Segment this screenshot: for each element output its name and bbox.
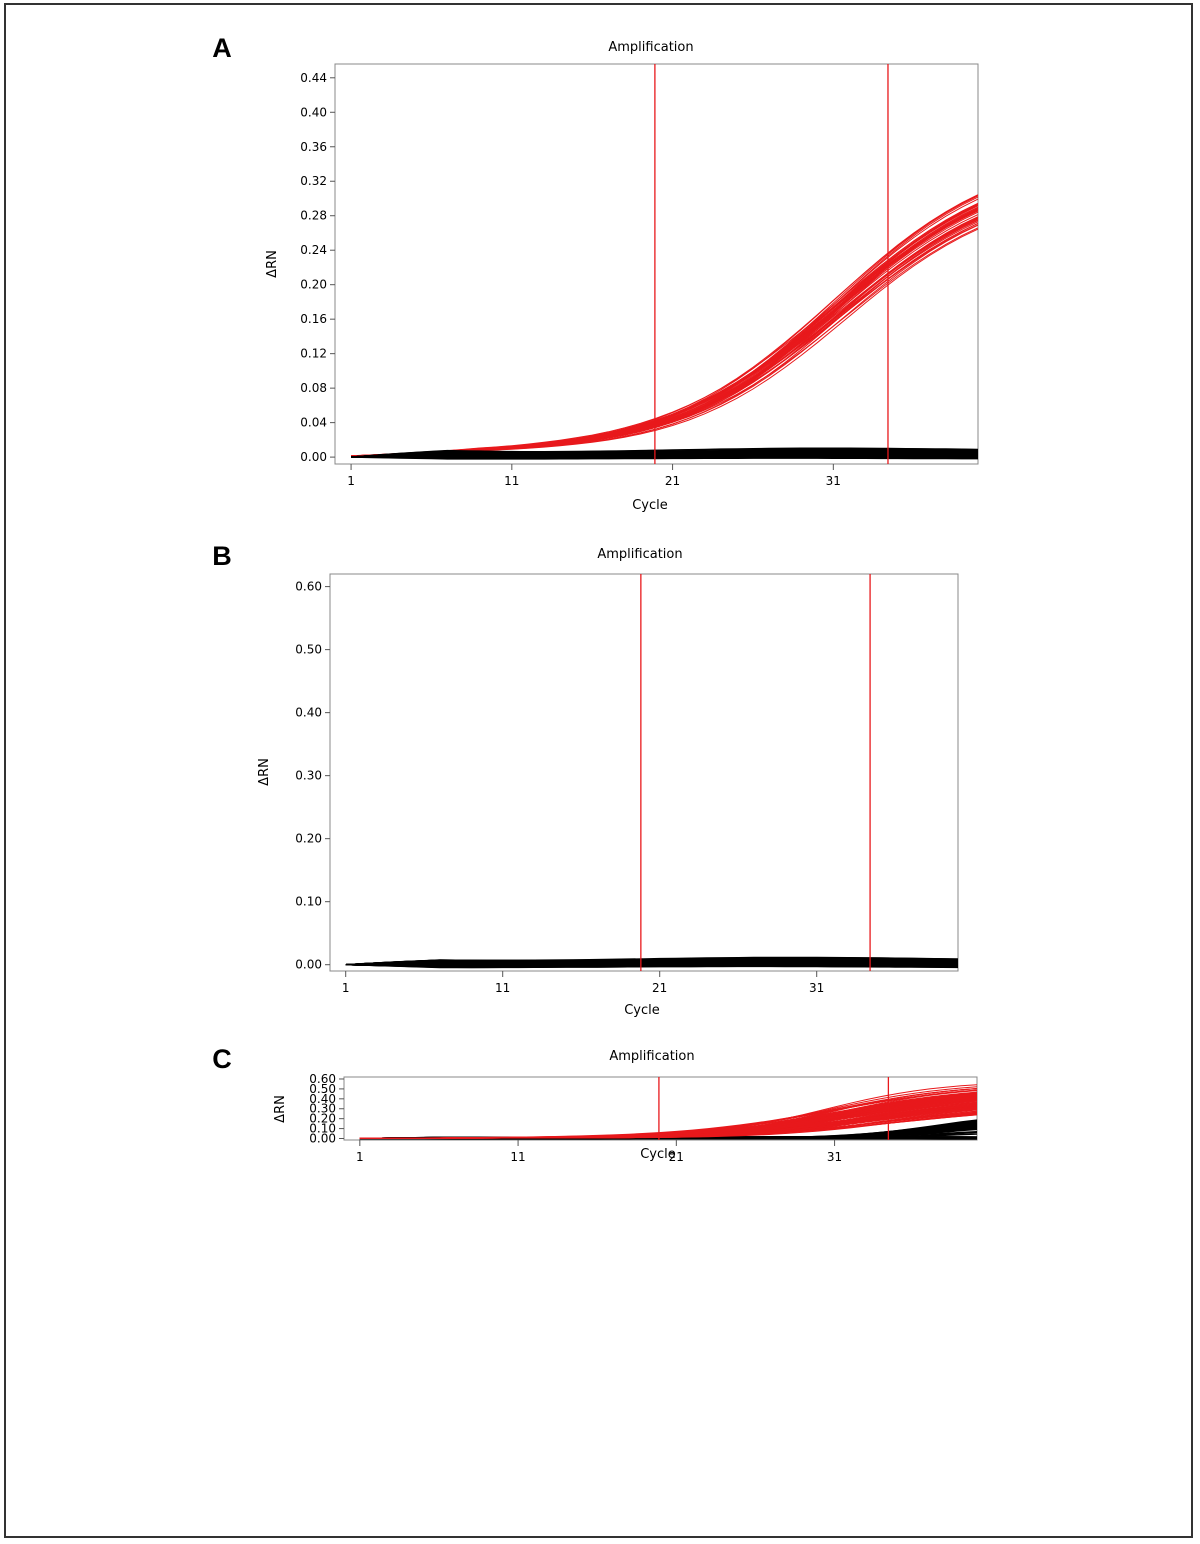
y-tick-label: 0.60 xyxy=(309,1072,336,1086)
y-tick-label: 0.10 xyxy=(309,1122,336,1136)
plot-area xyxy=(329,573,959,972)
x-axis-label: Cycle xyxy=(632,498,668,513)
y-tick-label: 0.30 xyxy=(309,1102,336,1116)
plot-area xyxy=(334,63,979,465)
x-tick-label: 1 xyxy=(342,981,350,995)
x-tick-label: 21 xyxy=(652,981,667,995)
negative-curve xyxy=(345,960,958,966)
x-tick-label: 21 xyxy=(669,1150,684,1164)
panel-letter: A xyxy=(212,33,232,63)
amplification-curves xyxy=(351,194,978,460)
x-tick-label: 11 xyxy=(510,1150,525,1164)
x-tick-label: 1 xyxy=(356,1150,364,1164)
chart-panel-c: C Amplification 0.000.100.200.300.400.500.… xyxy=(212,1044,978,1164)
y-axis-label: ΔRN xyxy=(257,758,272,786)
chart-panel-a: A Amplification 0.00 0.04 0.08 0.12 0.16 0.20 0.… xyxy=(212,33,979,513)
y-tick-label: 0.50 xyxy=(309,1082,336,1096)
y-tick-label: 0.40 xyxy=(309,1092,336,1106)
x-tick-label: 11 xyxy=(504,474,519,488)
x-tick-label: 21 xyxy=(665,474,680,488)
chart-title: Amplification xyxy=(597,547,682,562)
y-tick-label: 0.24 xyxy=(300,243,327,257)
amplification-curves xyxy=(359,1084,977,1140)
y-tick-label: 0.20 xyxy=(309,1112,336,1126)
panel-letter: C xyxy=(212,1044,232,1074)
y-tick-label: 0.12 xyxy=(300,347,327,361)
chart-title: Amplification xyxy=(609,1049,694,1064)
y-tick-label: 0.00 xyxy=(300,450,327,464)
y-tick-label: 0.20 xyxy=(300,278,327,292)
x-tick-label: 31 xyxy=(826,474,841,488)
y-tick-label: 0.60 xyxy=(295,580,322,594)
y-tick-label: 0.32 xyxy=(300,174,327,188)
y-tick-label: 0.40 xyxy=(300,105,327,119)
y-tick-label: 0.20 xyxy=(295,832,322,846)
y-tick-label: 0.00 xyxy=(309,1132,336,1146)
y-tick-label: 0.28 xyxy=(300,209,327,223)
y-tick-label: 0.44 xyxy=(300,71,327,85)
panel-letter: B xyxy=(212,541,232,571)
x-tick-label: 31 xyxy=(809,981,824,995)
negative-curve xyxy=(351,454,978,458)
y-tick-label: 0.10 xyxy=(295,895,322,909)
negative-curve xyxy=(345,957,958,966)
amplification-curves xyxy=(345,956,958,969)
y-axis-label: ΔRN xyxy=(273,1095,288,1123)
y-tick-label: 0.40 xyxy=(295,706,322,720)
negative-curve xyxy=(351,456,978,460)
y-tick-label: 0.36 xyxy=(300,140,327,154)
x-axis-label: Cycle xyxy=(640,1147,676,1162)
y-tick-label: 0.30 xyxy=(295,769,322,783)
y-tick-label: 0.00 xyxy=(295,958,322,972)
negative-curve xyxy=(351,450,978,458)
figure-frame xyxy=(4,3,1193,1538)
x-tick-label: 11 xyxy=(495,981,510,995)
y-axis-label: ΔRN xyxy=(265,250,280,278)
x-axis-label: Cycle xyxy=(624,1003,660,1018)
chart-panel-b: B Amplification 0.00 0.10 0.20 0.30 0.40 0.50 0.… xyxy=(212,541,959,1018)
chart-title: Amplification xyxy=(608,40,693,55)
positive-curve xyxy=(359,1096,977,1139)
y-tick-label: 0.16 xyxy=(300,312,327,326)
negative-curve xyxy=(351,448,978,458)
x-tick-label: 31 xyxy=(827,1150,842,1164)
y-tick-label: 0.50 xyxy=(295,643,322,657)
x-tick-label: 1 xyxy=(347,474,355,488)
y-tick-label: 0.04 xyxy=(300,416,327,430)
y-tick-label: 0.08 xyxy=(300,381,327,395)
